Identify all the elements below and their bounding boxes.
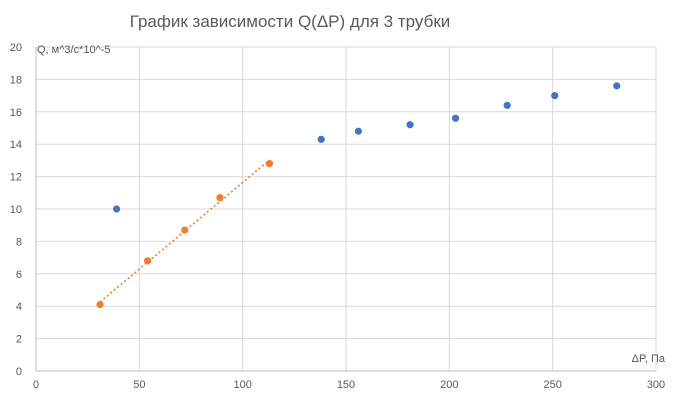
y-tick-label: 8 xyxy=(16,236,22,248)
data-point-series-2 xyxy=(265,160,274,168)
y-tick-label: 16 xyxy=(10,107,22,119)
data-point-series-1 xyxy=(317,135,325,143)
data-point-series-1 xyxy=(503,101,511,109)
y-tick-label: 4 xyxy=(16,301,22,313)
y-tick-label: 20 xyxy=(10,42,22,54)
y-axis-title: Q, м^3/с*10^-5 xyxy=(37,44,111,56)
x-tick-label: 50 xyxy=(133,379,145,391)
trendlines xyxy=(99,159,271,303)
trendline-series-2 xyxy=(99,159,271,303)
y-tick-label: 18 xyxy=(10,74,22,86)
data-point-series-1 xyxy=(113,205,121,213)
y-tick-label: 0 xyxy=(16,366,22,378)
data-point-series-2 xyxy=(181,226,189,234)
y-tick-label: 6 xyxy=(16,269,22,281)
data-point-series-2 xyxy=(144,257,152,265)
x-tick-label: 200 xyxy=(440,379,458,391)
data-point-series-2 xyxy=(96,300,104,309)
x-tick-label: 250 xyxy=(543,379,561,391)
data-point-series-1 xyxy=(354,127,362,135)
x-axis-title: ΔP, Па xyxy=(632,353,666,365)
y-tick-label: 14 xyxy=(10,139,22,151)
x-tick-label: 100 xyxy=(233,379,251,391)
data-point-series-1 xyxy=(451,114,460,122)
gridlines xyxy=(36,46,657,371)
y-tick-label: 12 xyxy=(10,172,22,184)
y-tick-label: 2 xyxy=(16,334,22,346)
data-point-series-1 xyxy=(551,92,559,100)
data-point-series-1 xyxy=(613,82,621,90)
x-tick-label: 0 xyxy=(33,379,39,391)
x-tick-label: 300 xyxy=(647,379,665,391)
chart-title: График зависимости Q(ΔP) для 3 трубки xyxy=(130,12,451,31)
data-points xyxy=(96,82,621,309)
data-point-series-1 xyxy=(406,121,414,129)
y-tick-label: 10 xyxy=(10,204,22,216)
x-tick-label: 150 xyxy=(337,379,355,391)
data-point-series-2 xyxy=(216,194,224,202)
